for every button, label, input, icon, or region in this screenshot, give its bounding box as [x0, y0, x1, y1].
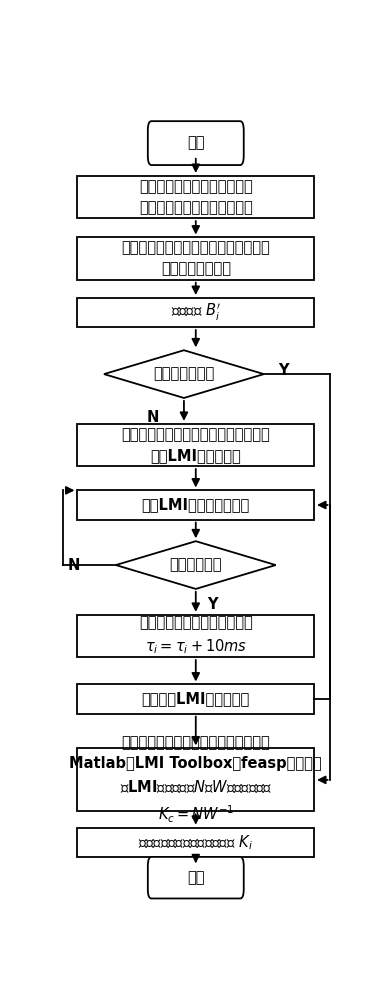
Text: Y: Y — [279, 363, 289, 378]
Bar — [77, 748, 314, 811]
Text: 开始: 开始 — [187, 136, 204, 151]
Bar — [77, 490, 314, 520]
Bar — [77, 176, 314, 218]
Text: 利用给定时滞上限或所求时滞上限，采
Matlab中LMI Toolbox的feasp求解器计
算LMI，通过矩阵$N$和$W$计算控制矩阵
$K_c = NW^: 利用给定时滞上限或所求时滞上限，采 Matlab中LMI Toolbox的fea… — [70, 735, 322, 825]
Text: 存在可行解？: 存在可行解？ — [170, 558, 222, 573]
FancyBboxPatch shape — [148, 121, 244, 165]
Bar — [77, 828, 314, 857]
Bar — [77, 298, 314, 327]
Text: 时滞上限已知？: 时滞上限已知？ — [153, 367, 215, 382]
Polygon shape — [116, 541, 276, 589]
Text: 记录该解，并使时滞时间改为
$\tau_i = \tau_i + 10ms$: 记录该解，并使时滞时间改为 $\tau_i = \tau_i + 10ms$ — [139, 616, 253, 656]
Bar — [77, 237, 314, 280]
Polygon shape — [104, 350, 264, 398]
Text: N: N — [147, 410, 159, 425]
Bar — [77, 424, 314, 466]
Text: 求解参数 $B_i'$: 求解参数 $B_i'$ — [170, 302, 221, 323]
FancyBboxPatch shape — [148, 857, 244, 898]
Text: N: N — [68, 558, 80, 573]
Text: 判断LMI是否存在可行解: 判断LMI是否存在可行解 — [142, 497, 250, 512]
Text: 结束: 结束 — [187, 870, 204, 885]
Bar — [77, 684, 314, 714]
Text: 利用可控可观性进行控制器安装位置以
及输入信号的选择: 利用可控可观性进行控制器安装位置以 及输入信号的选择 — [121, 241, 270, 277]
Text: 记录满足LMI的时滞大小: 记录满足LMI的时滞大小 — [142, 692, 250, 707]
Text: 选取一组足够小的时滞作为初始值，以
保证LMI存在可行解: 选取一组足够小的时滞作为初始值，以 保证LMI存在可行解 — [121, 427, 270, 463]
Text: Y: Y — [208, 597, 218, 612]
Bar — [77, 615, 314, 657]
Text: 求广域附加阻尼控制器的增益 $K_i$: 求广域附加阻尼控制器的增益 $K_i$ — [138, 833, 253, 852]
Text: 将系统在平衡点附近线性化，
获取电力系统的状态空间模型: 将系统在平衡点附近线性化， 获取电力系统的状态空间模型 — [139, 179, 253, 215]
